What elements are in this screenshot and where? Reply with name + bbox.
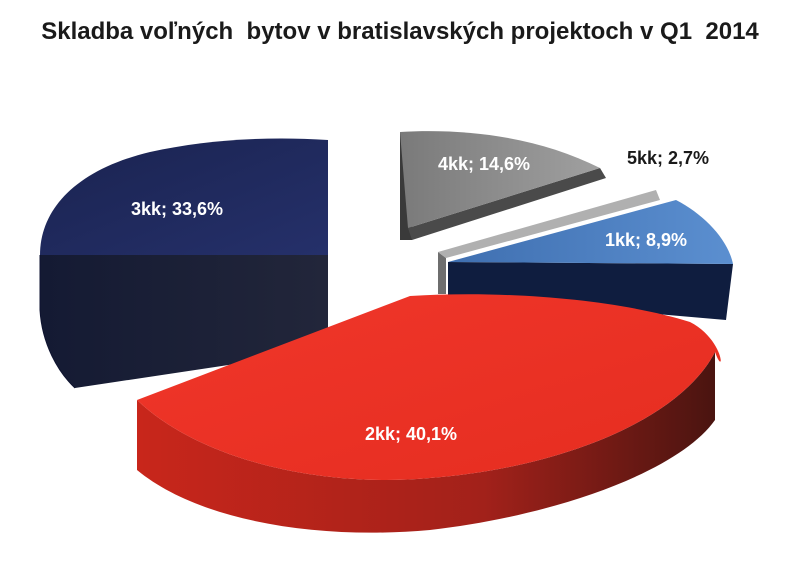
- slice-2kk-side: [137, 352, 715, 533]
- slice-4kk-side-right: [408, 168, 606, 240]
- slice-1kk-side: [448, 262, 733, 320]
- slice-1kk: [448, 200, 733, 320]
- label-4kk: 4kk; 14,6%: [438, 154, 530, 174]
- label-1kk: 1kk; 8,9%: [605, 230, 687, 250]
- slice-2kk-top: [137, 294, 721, 480]
- slice-5kk-side: [438, 252, 446, 294]
- slice-4kk-top: [400, 131, 600, 228]
- slice-5kk-top: [438, 190, 660, 258]
- slice-4kk: [400, 131, 606, 240]
- slice-3kk-top: [40, 138, 328, 255]
- label-2kk: 2kk; 40,1%: [365, 424, 457, 444]
- label-5kk: 5kk; 2,7%: [627, 148, 709, 168]
- chart-title: Skladba voľných bytov v bratislavských p…: [41, 18, 759, 45]
- slice-2kk: [137, 294, 721, 533]
- slice-5kk: [438, 190, 660, 294]
- slice-1kk-top: [448, 200, 733, 264]
- label-3kk: 3kk; 33,6%: [131, 199, 223, 219]
- slice-3kk: [39, 138, 328, 389]
